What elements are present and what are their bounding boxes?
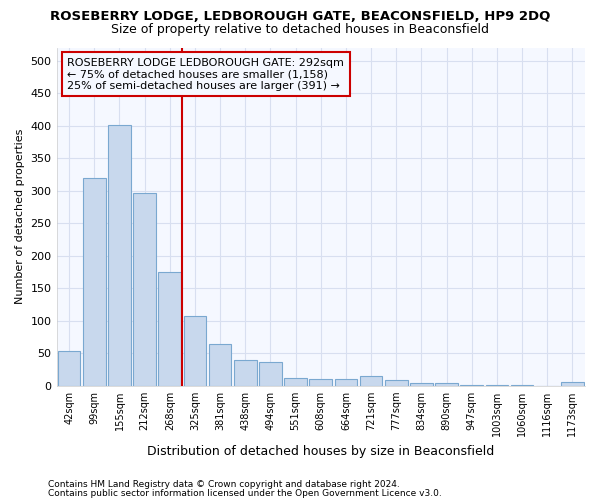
- Bar: [460, 384, 483, 386]
- Bar: [108, 125, 131, 386]
- Bar: [83, 178, 106, 386]
- Bar: [259, 362, 282, 386]
- Bar: [209, 344, 232, 386]
- Bar: [435, 384, 458, 386]
- Bar: [58, 351, 80, 386]
- Bar: [234, 360, 257, 386]
- Bar: [410, 382, 433, 386]
- Bar: [385, 380, 407, 386]
- Bar: [133, 192, 156, 386]
- Bar: [184, 316, 206, 386]
- Text: Size of property relative to detached houses in Beaconsfield: Size of property relative to detached ho…: [111, 22, 489, 36]
- Bar: [310, 379, 332, 386]
- Text: Contains public sector information licensed under the Open Government Licence v3: Contains public sector information licen…: [48, 488, 442, 498]
- X-axis label: Distribution of detached houses by size in Beaconsfield: Distribution of detached houses by size …: [147, 444, 494, 458]
- Bar: [335, 380, 357, 386]
- Bar: [561, 382, 584, 386]
- Text: Contains HM Land Registry data © Crown copyright and database right 2024.: Contains HM Land Registry data © Crown c…: [48, 480, 400, 489]
- Y-axis label: Number of detached properties: Number of detached properties: [15, 129, 25, 304]
- Text: ROSEBERRY LODGE LEDBOROUGH GATE: 292sqm
← 75% of detached houses are smaller (1,: ROSEBERRY LODGE LEDBOROUGH GATE: 292sqm …: [67, 58, 344, 91]
- Bar: [360, 376, 382, 386]
- Text: ROSEBERRY LODGE, LEDBOROUGH GATE, BEACONSFIELD, HP9 2DQ: ROSEBERRY LODGE, LEDBOROUGH GATE, BEACON…: [50, 10, 550, 23]
- Bar: [284, 378, 307, 386]
- Bar: [485, 384, 508, 386]
- Bar: [158, 272, 181, 386]
